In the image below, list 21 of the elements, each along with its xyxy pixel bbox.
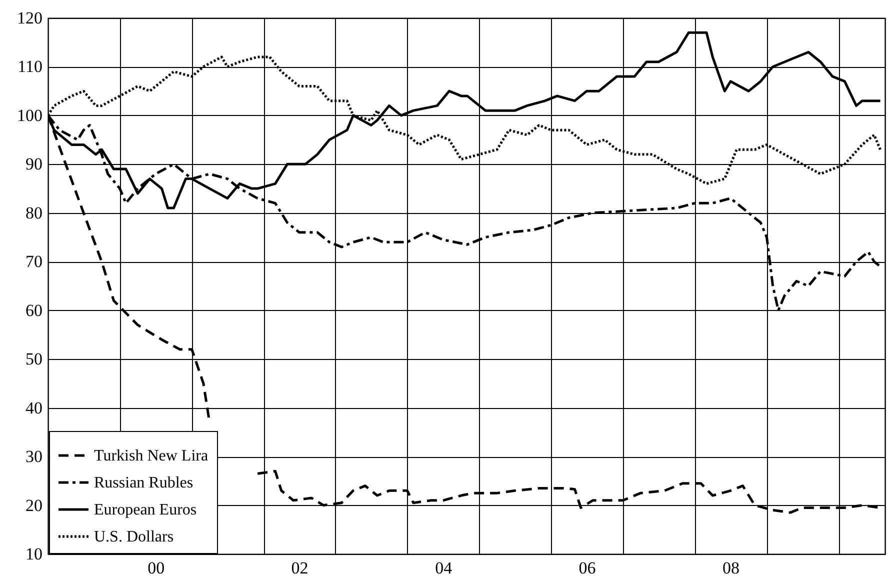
- y-tick-label: 120: [17, 8, 42, 28]
- x-tick-label: 08: [722, 558, 740, 577]
- y-tick-label: 60: [26, 300, 42, 320]
- x-tick-label: 06: [578, 558, 596, 577]
- y-tick-label: 110: [18, 57, 42, 76]
- legend-label: Russian Rubles: [94, 474, 194, 492]
- legend-label: Turkish New Lira: [94, 448, 208, 464]
- y-tick-label: 50: [26, 350, 42, 369]
- y-tick-label: 20: [26, 496, 42, 515]
- y-tick-label: 10: [26, 544, 42, 564]
- x-tick-label: 04: [435, 558, 453, 577]
- y-tick-label: 30: [26, 447, 42, 466]
- x-tick-label: 02: [291, 558, 308, 577]
- x-tick-label: 00: [148, 558, 165, 577]
- y-tick-label: 80: [26, 203, 42, 222]
- y-tick-label: 90: [26, 154, 42, 174]
- y-tick-label: 100: [17, 106, 42, 125]
- legend-label: U.S. Dollars: [94, 528, 174, 546]
- y-tick-label: 40: [26, 398, 42, 418]
- legend-label: European Euros: [94, 502, 197, 518]
- y-tick-label: 70: [26, 252, 42, 272]
